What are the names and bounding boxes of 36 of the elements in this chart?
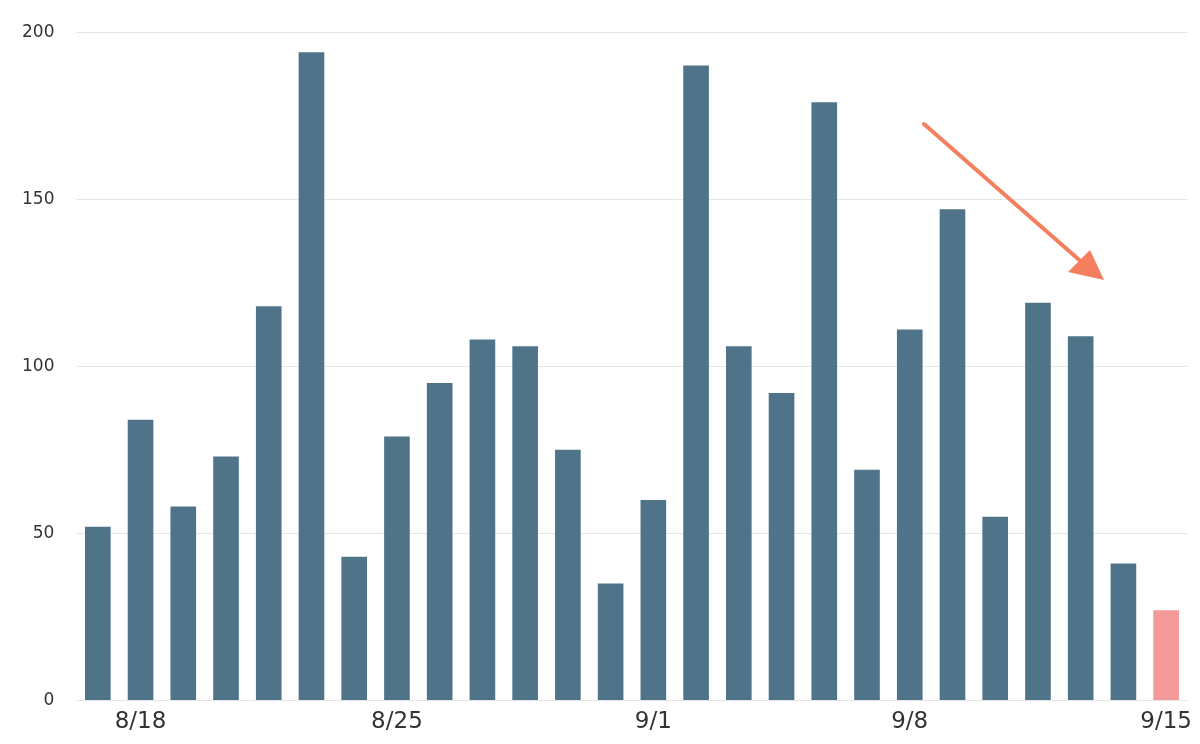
y-tick-label: 50 [32, 521, 55, 542]
bar [1067, 336, 1094, 700]
bar [640, 499, 667, 700]
y-tick-label: 150 [21, 187, 55, 208]
x-tick-label: 8/25 [371, 707, 423, 734]
bar [725, 346, 752, 700]
bar [298, 52, 325, 700]
bar [555, 449, 581, 700]
bar [1025, 302, 1051, 700]
bar [84, 526, 111, 700]
bar [597, 583, 624, 700]
bar [213, 456, 239, 700]
y-tick-label: 200 [21, 20, 55, 41]
x-tick-label: 8/18 [114, 707, 167, 734]
bar [854, 469, 880, 700]
bar [768, 393, 795, 700]
bar [1110, 563, 1137, 700]
bar [384, 436, 410, 700]
bar [1153, 610, 1179, 700]
bar [255, 306, 282, 700]
bar [939, 209, 966, 700]
y-tick-label: 0 [43, 688, 55, 709]
x-tick-label: 9/15 [1140, 707, 1192, 734]
bar [811, 102, 838, 700]
bar [127, 419, 154, 700]
bar [896, 329, 923, 700]
bar [426, 383, 453, 700]
bar [683, 65, 709, 700]
bar [982, 516, 1009, 700]
bar [170, 506, 197, 700]
x-tick-label: 9/1 [634, 707, 672, 734]
bar [469, 339, 496, 700]
y-tick-label: 100 [21, 354, 55, 375]
x-tick-label: 9/8 [891, 707, 929, 734]
bar [341, 556, 368, 700]
bar [512, 346, 538, 700]
